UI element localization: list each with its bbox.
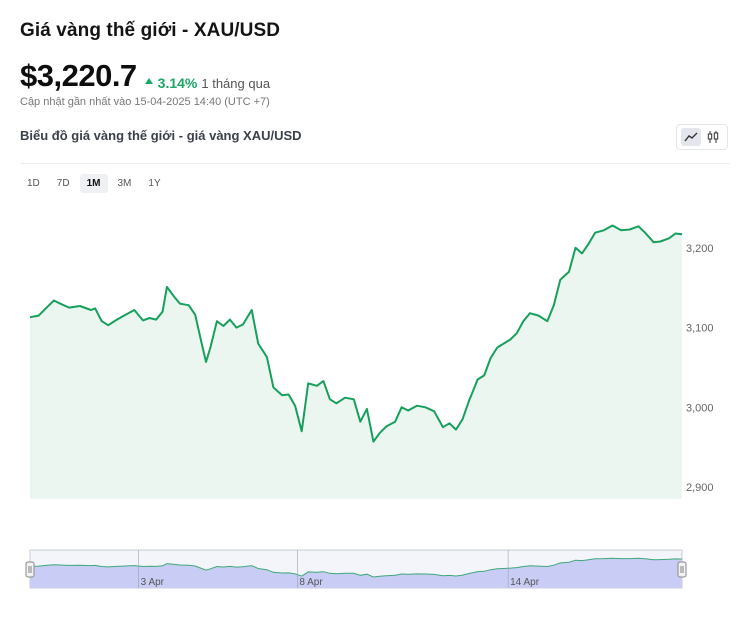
line-chart-icon [684,132,698,142]
header-divider [20,163,730,164]
handle-grip [677,561,687,578]
price-area-fill [30,225,682,499]
change-period: 1 tháng qua [201,75,271,91]
range-7d[interactable]: 7D [56,178,70,189]
navigator-right-handle[interactable] [677,561,687,578]
page-title: Giá vàng thế giới - XAU/USD [20,20,281,41]
candlestick-icon [707,131,719,143]
range-1y[interactable]: 1Y [148,178,161,189]
navigator-line [29,557,683,578]
last-updated: Cập nhật gần nhất vào 15-04-2025 14:40 (… [20,96,270,108]
navigator-tick-label: 8 Apr [299,577,323,588]
price-row: $3,220.7 3.14% 1 tháng qua [20,58,270,94]
line-chart-button[interactable] [681,128,701,146]
navigator-left-handle[interactable] [25,561,35,578]
price-change: 3.14% 1 tháng qua [144,75,271,91]
chart-subtitle: Biểu đồ giá vàng thế giới - giá vàng XAU… [20,128,302,143]
y-tick-label: 3,200 [686,243,714,255]
handle-grip [25,561,35,578]
navigator-tick-label: 14 Apr [510,577,540,588]
range-1d[interactable]: 1D [27,178,40,189]
y-axis: 2,900 3,000 3,100 3,200 [686,243,714,494]
current-price: $3,220.7 [20,58,137,93]
plot-area [29,224,683,499]
change-percent: 3.14% [157,75,198,91]
price-series-line [29,224,683,443]
range-selector: 1D 7D 1M 3M 1Y [20,174,171,193]
triangle-up-icon [144,78,153,84]
range-1m[interactable]: 1M [79,174,108,193]
y-tick-label: 2,900 [686,482,714,494]
navigator-area [30,558,682,588]
y-tick-label: 3,000 [686,402,714,414]
candlestick-chart-button[interactable] [703,128,723,146]
navigator: 3 Apr 8 Apr 14 Apr [25,549,687,589]
range-3m[interactable]: 3M [117,178,132,189]
chart-type-toggle [676,124,728,150]
navigator-tick-label: 3 Apr [141,577,165,588]
y-tick-label: 3,100 [686,323,714,335]
